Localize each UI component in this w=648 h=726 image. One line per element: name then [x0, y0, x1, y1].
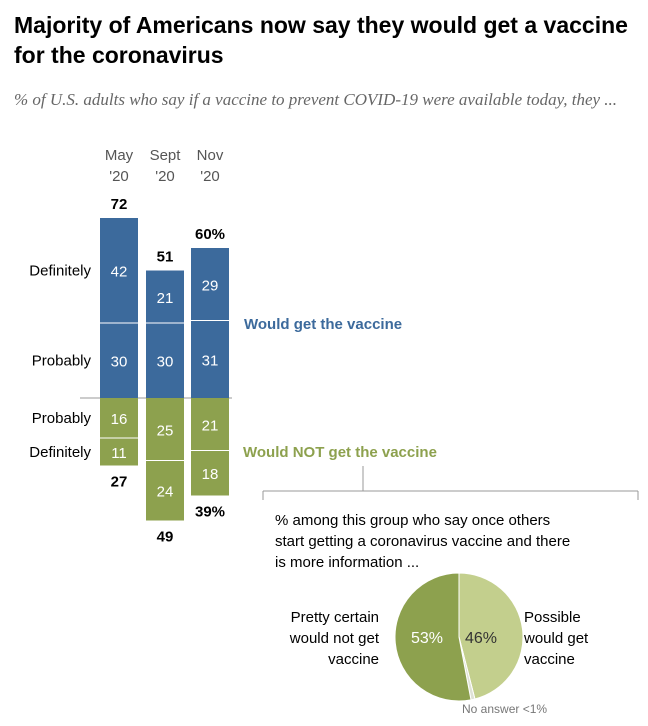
bar-probably-get	[191, 320, 229, 398]
x-tick-label: Sept	[150, 147, 182, 164]
chart-subtitle: % of U.S. adults who say if a vaccine to…	[14, 90, 618, 109]
x-tick-label: '20	[155, 168, 175, 185]
data-label: 16	[111, 411, 128, 428]
bar-probably-not	[100, 398, 138, 438]
pie-side-label-left: Pretty certain	[291, 609, 379, 626]
bar-definitely-not	[100, 438, 138, 466]
bar-definitely-get	[100, 218, 138, 323]
pie-side-label-right: vaccine	[524, 651, 575, 668]
pie-intro-line: is more information ...	[275, 554, 419, 571]
pie-side-label-right: Possible	[524, 609, 581, 626]
total-get-label: 60%	[195, 226, 225, 243]
pie-intro-line: % among this group who say once others	[275, 512, 550, 529]
bar-probably-not	[191, 398, 229, 451]
pie-slice-pretty-certain	[394, 572, 472, 702]
x-tick-label: May	[105, 147, 134, 164]
pie-intro-line: start getting a coronavirus vaccine and …	[275, 533, 570, 550]
x-tick-label: '20	[109, 168, 129, 185]
data-label: 29	[202, 277, 219, 294]
row-label-definitely-not: Definitely	[29, 444, 91, 461]
x-tick-label: Nov	[197, 147, 224, 164]
data-label: 21	[202, 417, 219, 434]
data-label: 30	[111, 354, 128, 371]
bar-probably-get	[146, 323, 184, 398]
total-not-label: 49	[157, 529, 174, 546]
data-label: 42	[111, 264, 128, 281]
total-get-label: 51	[157, 249, 174, 266]
pie-side-label-left: vaccine	[328, 651, 379, 668]
data-label: 25	[157, 422, 174, 439]
data-label: 21	[157, 290, 174, 307]
row-label-definitely-get: Definitely	[29, 263, 91, 280]
total-not-label: 39%	[195, 504, 225, 521]
bar-definitely-get	[146, 270, 184, 323]
pie-side-label-right: would get	[523, 630, 589, 647]
group-label-not: Would NOT get the vaccine	[243, 444, 437, 461]
row-label-probably-get: Probably	[32, 353, 92, 370]
bar-definitely-get	[191, 248, 229, 321]
bar-probably-not	[146, 398, 184, 461]
group-label-get: Would get the vaccine	[244, 316, 402, 333]
total-get-label: 72	[111, 196, 128, 213]
x-tick-label: '20	[200, 168, 220, 185]
bar-definitely-not	[191, 450, 229, 496]
bar-probably-get	[100, 323, 138, 398]
pie-slice-possible	[458, 572, 524, 700]
pie-side-label-left: would not get	[289, 630, 380, 647]
data-label: 24	[157, 484, 174, 501]
pie-label-53: 53%	[411, 630, 443, 647]
pie-no-answer-label: No answer <1%	[462, 702, 547, 716]
data-label: 11	[111, 445, 127, 462]
data-label: 30	[157, 354, 174, 371]
row-label-probably-not: Probably	[32, 410, 92, 427]
data-label: 18	[202, 466, 219, 483]
chart-title: Majority of Americans now say they would…	[14, 12, 628, 68]
total-not-label: 27	[111, 474, 128, 491]
bar-definitely-not	[146, 460, 184, 521]
data-label: 31	[202, 352, 219, 369]
pie-label-46: 46%	[465, 630, 497, 647]
